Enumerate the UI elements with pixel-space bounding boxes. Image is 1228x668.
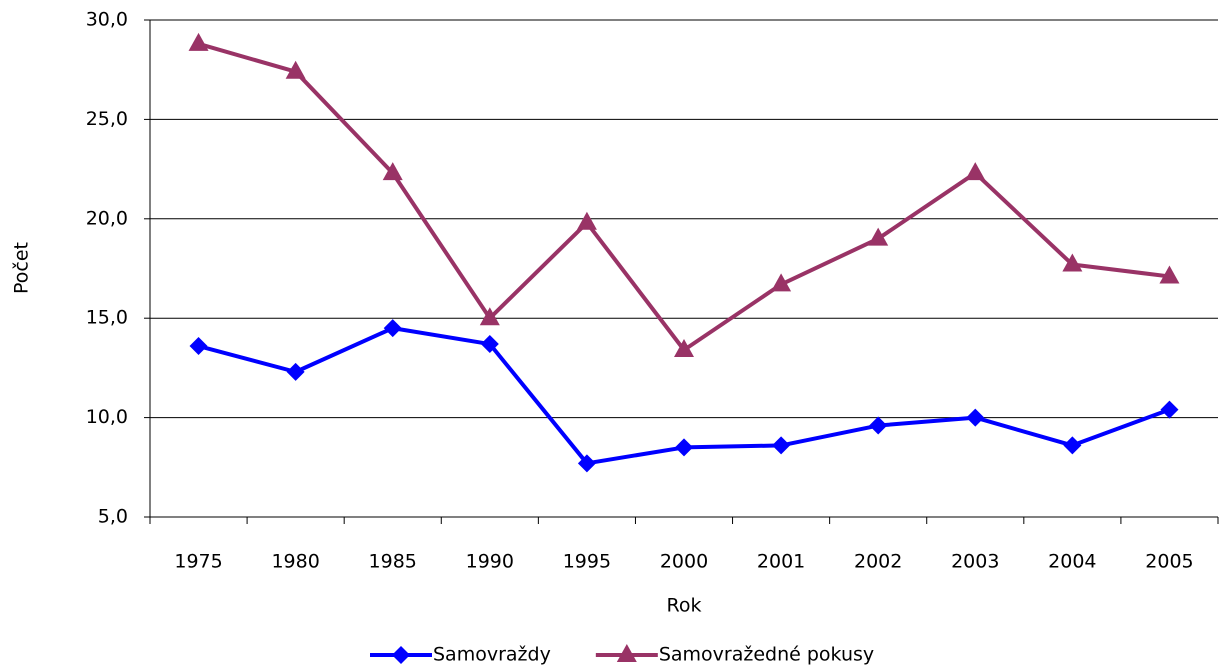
x-tick-label: 2004 xyxy=(1048,551,1096,573)
y-tick-label: 20,0 xyxy=(86,207,128,229)
marker-triangle xyxy=(771,273,792,292)
marker-diamond xyxy=(480,335,499,354)
x-tick-label: 2003 xyxy=(951,551,999,573)
x-tick-label: 2000 xyxy=(660,551,708,573)
x-tick-label: 2002 xyxy=(854,551,902,573)
x-tick-label: 2005 xyxy=(1145,551,1193,573)
y-tick-label: 15,0 xyxy=(86,307,128,329)
marker-diamond xyxy=(1063,436,1082,455)
marker-diamond xyxy=(286,362,305,381)
marker-diamond xyxy=(966,408,985,427)
marker-triangle xyxy=(965,162,986,181)
marker-diamond xyxy=(383,319,402,338)
x-tick-label: 1975 xyxy=(174,551,222,573)
marker-diamond xyxy=(392,646,410,664)
marker-diamond xyxy=(1160,400,1179,419)
x-axis-label: Rok xyxy=(667,595,702,617)
marker-diamond xyxy=(577,454,596,473)
x-tick-label: 1980 xyxy=(271,551,319,573)
marker-diamond xyxy=(189,337,208,356)
marker-triangle xyxy=(1062,253,1083,272)
y-tick-label: 25,0 xyxy=(86,108,128,130)
legend-label: Samovražedné pokusy xyxy=(659,644,874,666)
marker-triangle xyxy=(285,60,306,79)
marker-triangle xyxy=(382,162,403,181)
y-tick-label: 30,0 xyxy=(86,9,128,31)
legend-label: Samovraždy xyxy=(433,644,551,666)
y-tick-label: 5,0 xyxy=(98,506,128,528)
marker-triangle xyxy=(674,339,694,358)
x-tick-label: 2001 xyxy=(757,551,805,573)
marker-triangle xyxy=(576,211,597,230)
x-tick-label: 1990 xyxy=(466,551,514,573)
marker-diamond xyxy=(869,416,888,435)
marker-triangle xyxy=(616,644,637,662)
marker-triangle xyxy=(868,227,889,246)
y-axis-label: Počet xyxy=(11,242,33,294)
marker-triangle xyxy=(188,32,209,51)
marker-diamond xyxy=(675,438,693,457)
series-line xyxy=(197,41,1170,353)
y-tick-label: 10,0 xyxy=(86,406,128,428)
marker-triangle xyxy=(479,307,500,326)
marker-triangle xyxy=(1159,265,1180,284)
marker-diamond xyxy=(772,436,791,455)
x-tick-label: 1995 xyxy=(563,551,611,573)
x-tick-label: 1985 xyxy=(369,551,417,573)
